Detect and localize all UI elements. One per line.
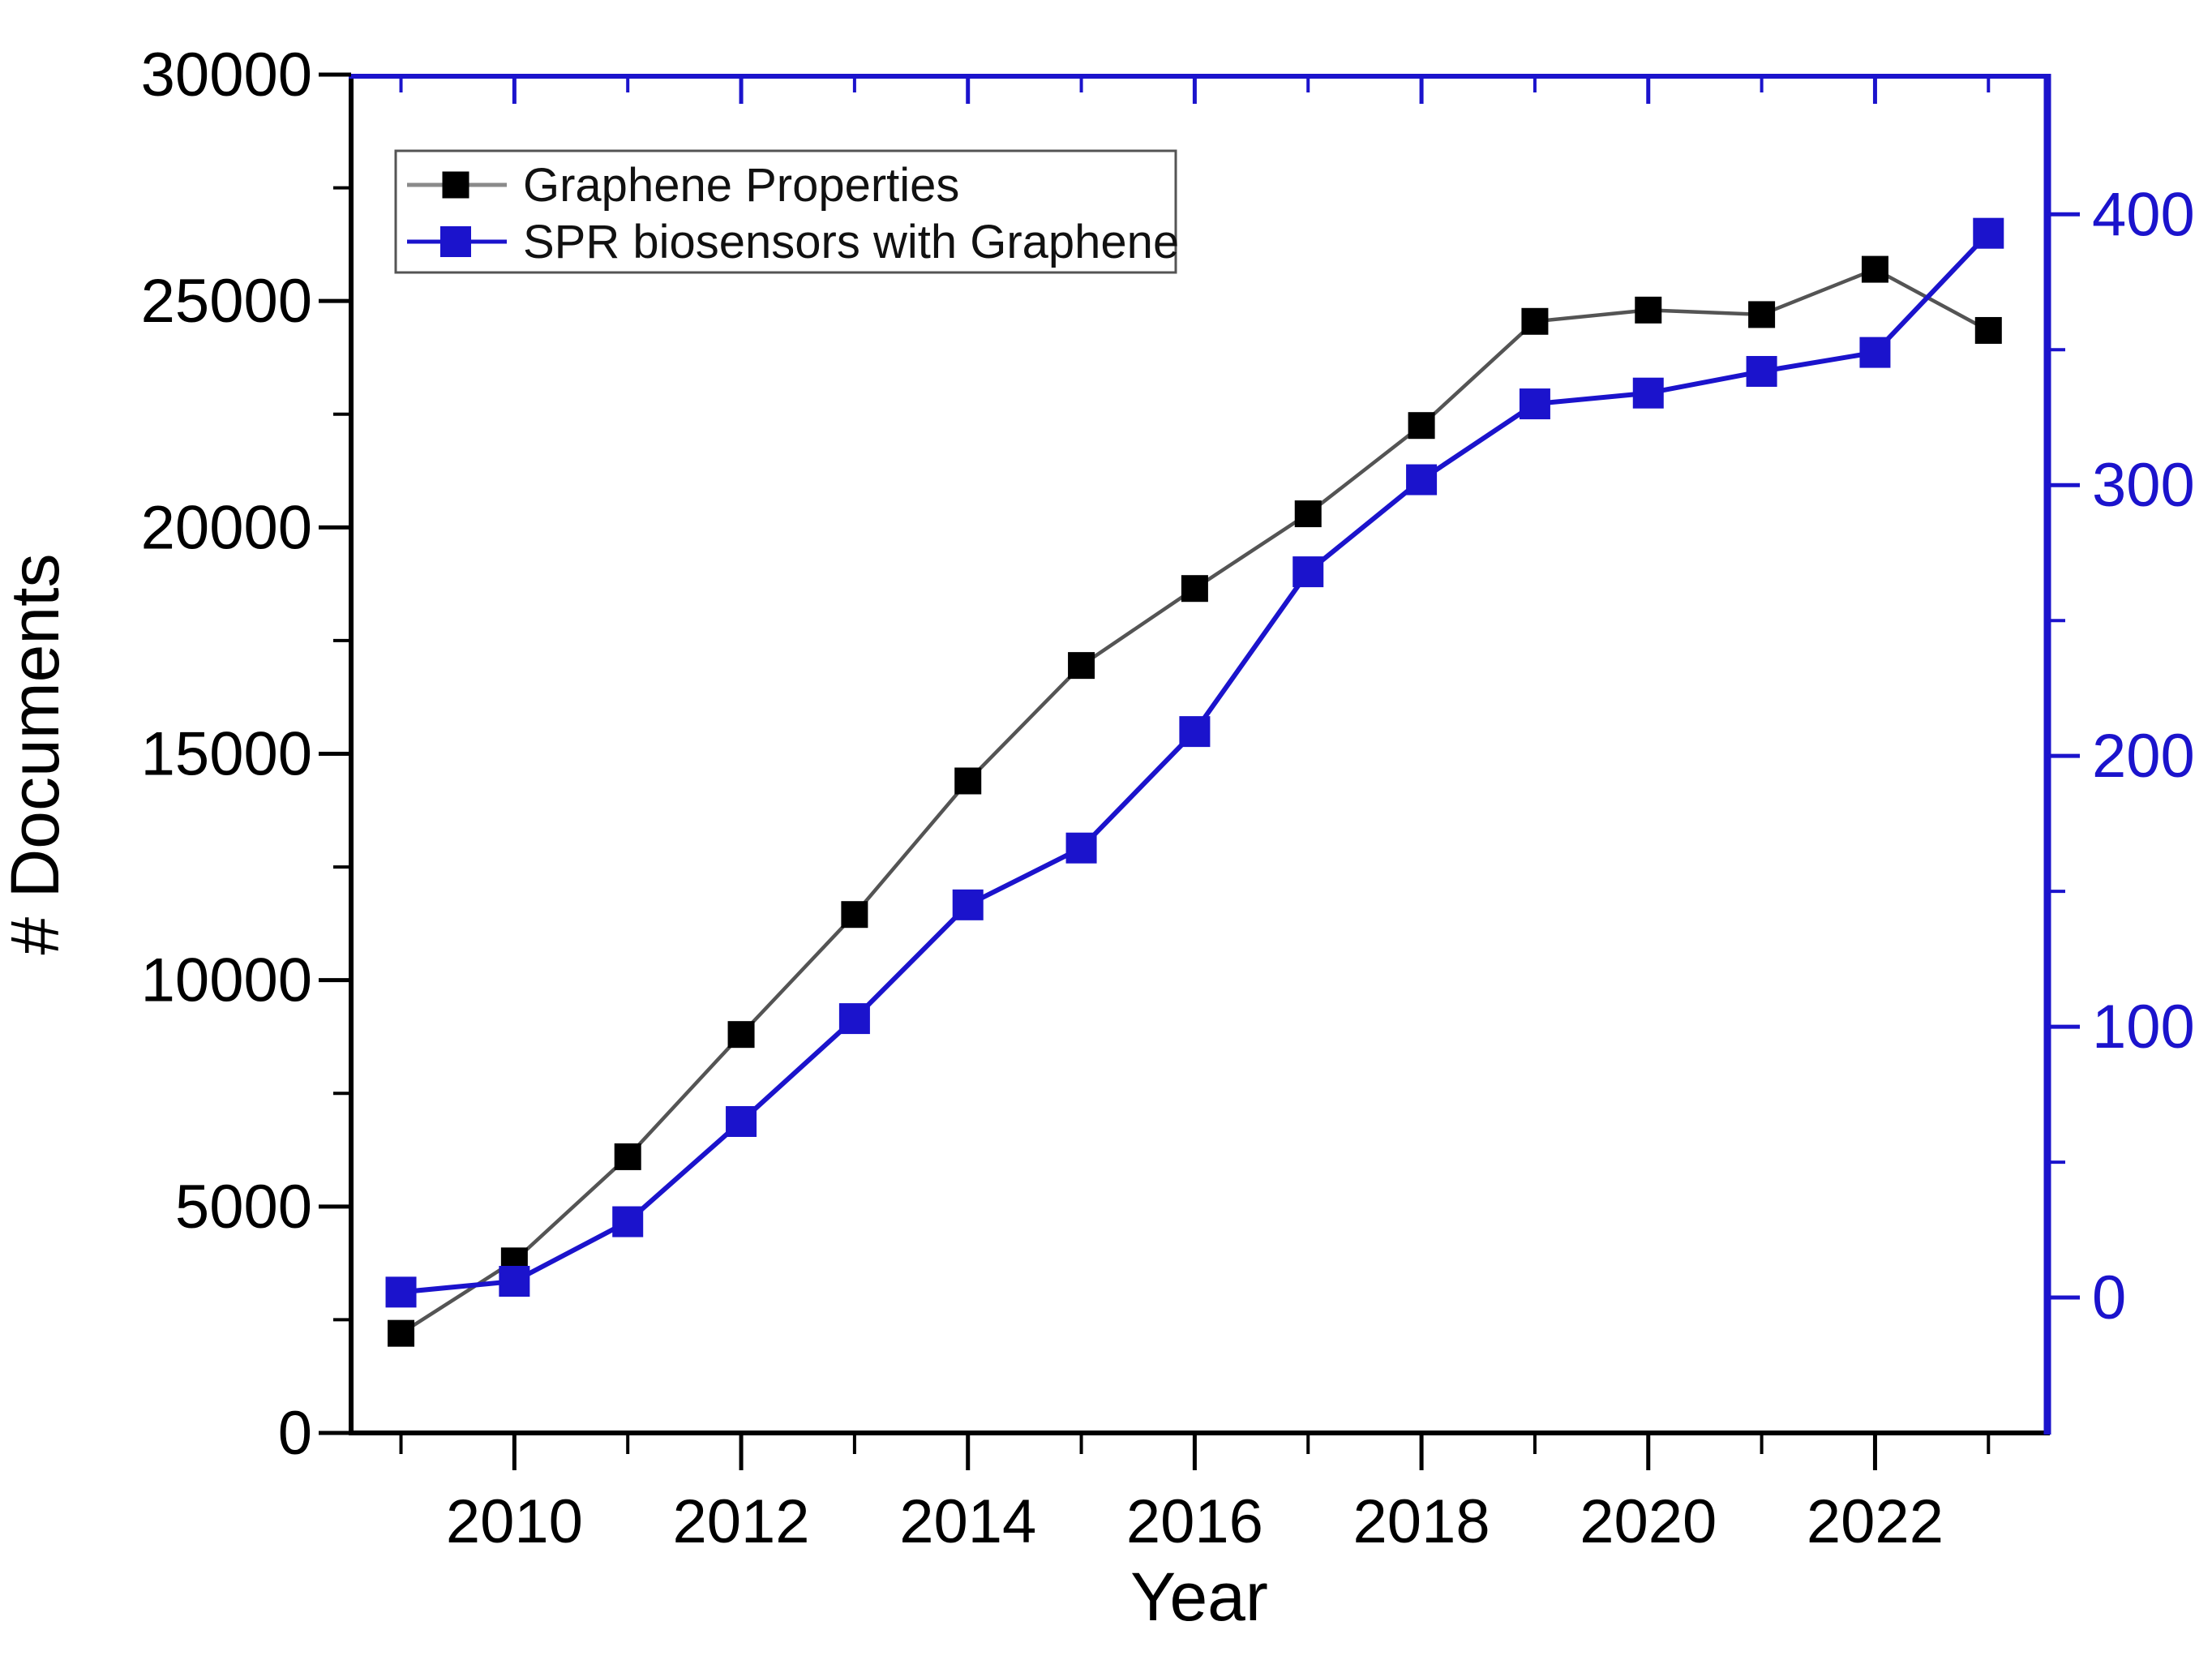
legend-box bbox=[394, 149, 1177, 274]
x-tick-label: 2012 bbox=[673, 1487, 810, 1556]
series-graphene-properties-marker bbox=[1635, 296, 1662, 324]
x-tick-label: 2010 bbox=[446, 1487, 583, 1556]
y-right-tick-label: 100 bbox=[2092, 993, 2195, 1062]
y-left-tick-label: 30000 bbox=[141, 41, 312, 109]
y-right-tick-label: 0 bbox=[2092, 1263, 2126, 1332]
x-tick-label: 2016 bbox=[1126, 1487, 1263, 1556]
series-graphene-properties-marker bbox=[614, 1143, 641, 1170]
series-graphene-properties-marker bbox=[1408, 412, 1435, 440]
y-right-ticks: 0 100 200 300 400 bbox=[2047, 180, 2195, 1332]
y-axis-title: # Documents bbox=[0, 554, 73, 955]
legend-label: Graphene Properties bbox=[523, 159, 959, 212]
series-spr-biosensors bbox=[385, 217, 2004, 1308]
series-spr-biosensors-marker bbox=[1179, 716, 1211, 748]
y-left-tick-label: 10000 bbox=[141, 946, 312, 1015]
legend-item: Graphene Properties bbox=[407, 159, 959, 212]
y-right-tick-label: 300 bbox=[2092, 451, 2195, 520]
y-left-tick-label: 15000 bbox=[141, 720, 312, 789]
series-graphene-properties bbox=[388, 255, 2002, 1347]
series-graphene-properties-marker bbox=[727, 1021, 755, 1049]
series-spr-biosensors-marker bbox=[1632, 377, 1664, 409]
y-right-tick-label: 200 bbox=[2092, 722, 2195, 791]
y-left-tick-label: 20000 bbox=[141, 493, 312, 562]
series-graphene-properties-marker bbox=[1181, 575, 1208, 603]
series-spr-biosensors-marker bbox=[499, 1265, 530, 1297]
series-spr-biosensors-marker bbox=[1519, 388, 1550, 420]
x-tick-label: 2018 bbox=[1353, 1487, 1490, 1556]
series-graphene-properties-marker bbox=[1068, 652, 1095, 680]
y-left-tick-label: 25000 bbox=[141, 267, 312, 336]
series-spr-biosensors-marker bbox=[1746, 355, 1777, 387]
series-spr-biosensors-marker bbox=[1859, 337, 1891, 368]
series-spr-biosensors-marker bbox=[1065, 832, 1097, 864]
series-graphene-properties-marker bbox=[1521, 307, 1549, 335]
y-left-ticks: 0 5000 10000 15000 20000 25000 30000 bbox=[141, 41, 351, 1468]
x-axis-title: Year bbox=[1130, 1559, 1268, 1635]
series-graphene-properties-marker bbox=[388, 1319, 415, 1347]
series-spr-biosensors-marker bbox=[838, 1003, 870, 1035]
series-spr-biosensors-marker bbox=[385, 1276, 417, 1308]
series-graphene-properties-marker bbox=[1974, 316, 2002, 344]
x-tick-label: 2014 bbox=[899, 1487, 1036, 1556]
series-spr-biosensors-line bbox=[401, 231, 1991, 1295]
series-spr-biosensors-marker bbox=[952, 889, 984, 920]
legend-marker-icon bbox=[440, 226, 471, 257]
legend-label: SPR biosensors with Graphene bbox=[523, 216, 1179, 268]
plot-frame bbox=[349, 74, 2051, 1435]
series-spr-biosensors-marker bbox=[1292, 556, 1324, 588]
y-left-tick-label: 5000 bbox=[175, 1173, 312, 1242]
series-graphene-properties-marker bbox=[841, 901, 868, 929]
y-left-tick-label: 0 bbox=[278, 1399, 312, 1468]
x-tick-label: 2020 bbox=[1580, 1487, 1717, 1556]
series-graphene-properties-marker bbox=[1294, 500, 1322, 528]
legend-item: SPR biosensors with Graphene bbox=[407, 216, 1179, 268]
series-graphene-properties-line bbox=[400, 267, 1990, 1336]
y-right-tick-label: 400 bbox=[2092, 180, 2195, 249]
series-graphene-properties-marker bbox=[954, 767, 982, 795]
series-spr-biosensors-marker bbox=[612, 1206, 644, 1237]
x-tick-label: 2022 bbox=[1807, 1487, 1944, 1556]
series-graphene-properties-marker bbox=[1748, 301, 1776, 328]
legend-marker-icon bbox=[442, 171, 469, 199]
series-spr-biosensors-marker bbox=[726, 1105, 757, 1137]
series-spr-biosensors-marker bbox=[1406, 464, 1438, 495]
series-graphene-properties-marker bbox=[1861, 255, 1888, 283]
series-spr-biosensors-marker bbox=[1973, 217, 2004, 249]
x-ticks: 2010 2012 2014 2016 2018 2020 2022 bbox=[399, 76, 1991, 1556]
